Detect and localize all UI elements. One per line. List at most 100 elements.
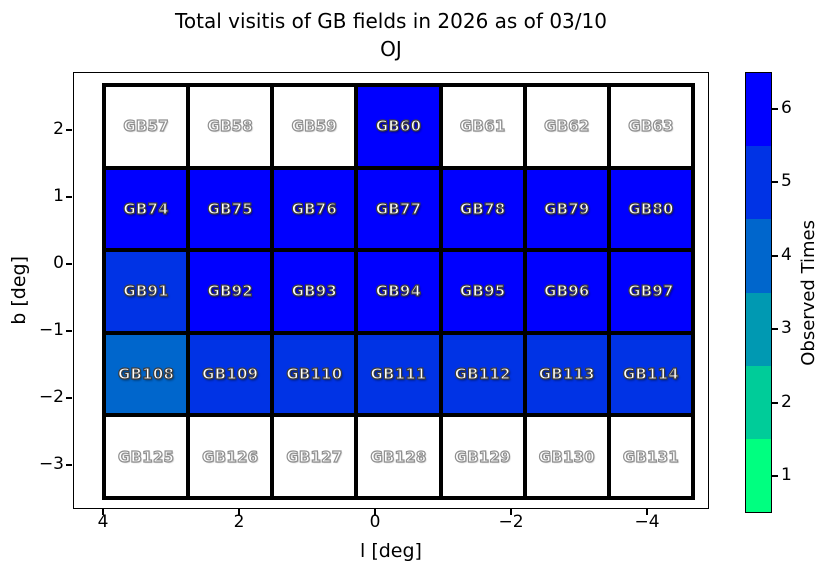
field-cell-GB130: GB130 <box>524 415 609 498</box>
x-tick-mark <box>102 509 104 515</box>
field-cell-GB61: GB61 <box>440 85 525 168</box>
field-label: GB129 <box>454 447 511 466</box>
field-cell-GB62: GB62 <box>524 85 609 168</box>
field-label: GB110 <box>286 364 343 384</box>
colorbar-tick-label: 2 <box>781 391 792 412</box>
field-label: GB62 <box>543 117 590 136</box>
colorbar-tick-label: 5 <box>781 171 792 192</box>
x-tick-mark <box>646 509 648 515</box>
y-axis-label-wrap: b [deg] <box>6 72 32 509</box>
field-cell-GB60: GB60 <box>356 85 441 168</box>
x-tick-label: 4 <box>97 512 109 532</box>
y-tick-mark <box>66 129 72 131</box>
y-tick-mark <box>66 464 72 466</box>
field-cell-GB126: GB126 <box>188 415 273 498</box>
colorbar-segment <box>746 438 771 513</box>
colorbar-segment <box>746 146 771 220</box>
field-cell-GB94: GB94 <box>356 250 441 333</box>
field-label: GB125 <box>117 447 175 466</box>
field-cell-GB113: GB113 <box>524 332 609 416</box>
y-tick-label: −3 <box>38 454 64 474</box>
colorbar-tick-mark <box>772 401 778 404</box>
field-label: GB111 <box>370 364 427 384</box>
y-tick-label: 2 <box>53 119 64 139</box>
field-cell-GB131: GB131 <box>608 415 693 498</box>
colorbar-segment <box>746 365 771 439</box>
field-cell-GB58: GB58 <box>188 85 273 168</box>
field-cell-GB114: GB114 <box>608 332 693 416</box>
field-label: GB60 <box>375 117 422 136</box>
field-label: GB58 <box>207 117 253 136</box>
field-cell-GB63: GB63 <box>608 85 693 168</box>
x-tick-mark <box>238 509 240 515</box>
y-tick-label: −2 <box>38 387 64 407</box>
field-label: GB57 <box>123 117 169 136</box>
field-label: GB63 <box>628 117 674 136</box>
field-cell-GB57: GB57 <box>104 85 189 168</box>
field-cell-GB79: GB79 <box>524 167 609 251</box>
x-axis-label: l [deg] <box>360 540 422 562</box>
field-cell-GB109: GB109 <box>188 332 273 416</box>
field-cell-GB112: GB112 <box>440 332 525 416</box>
field-cell-GB78: GB78 <box>440 167 525 251</box>
colorbar-tick-label: 3 <box>781 318 792 339</box>
field-cell-GB110: GB110 <box>272 332 357 416</box>
colorbar-tick-label: 1 <box>781 465 792 486</box>
field-cell-GB127: GB127 <box>272 415 357 498</box>
field-label: GB114 <box>622 364 679 384</box>
field-label: GB92 <box>207 282 253 301</box>
colorbar-tick-mark <box>772 475 778 478</box>
chart-title: Total visitis of GB fields in 2026 as of… <box>73 7 709 63</box>
field-label: GB126 <box>202 447 259 466</box>
field-label: GB77 <box>375 199 422 218</box>
x-tick-label: −2 <box>498 512 524 532</box>
y-tick-label: −1 <box>38 320 64 340</box>
field-label: GB78 <box>459 199 506 218</box>
field-label: GB91 <box>123 282 169 301</box>
field-cell-GB129: GB129 <box>440 415 525 498</box>
field-label: GB130 <box>538 447 595 466</box>
field-label: GB113 <box>538 364 595 384</box>
x-tick-label: 0 <box>369 512 381 532</box>
y-tick-label: 0 <box>53 253 64 273</box>
field-cell-GB95: GB95 <box>440 250 525 333</box>
x-tick-mark <box>510 509 512 515</box>
colorbar-tick-mark <box>772 181 778 184</box>
field-label: GB93 <box>291 282 338 301</box>
y-tick-mark <box>66 397 72 399</box>
x-tick-label: 2 <box>233 512 245 532</box>
field-cell-GB108: GB108 <box>104 332 189 416</box>
field-cell-GB80: GB80 <box>608 167 693 251</box>
colorbar-tick-mark <box>772 328 778 331</box>
field-cell-GB91: GB91 <box>104 250 189 333</box>
field-cell-GB59: GB59 <box>272 85 357 168</box>
y-tick-mark <box>66 196 72 198</box>
field-label: GB75 <box>207 199 253 218</box>
colorbar-segment <box>746 219 771 293</box>
field-label: GB112 <box>454 364 511 384</box>
x-tick-label: −4 <box>634 512 660 532</box>
field-label: GB109 <box>202 364 259 384</box>
colorbar <box>745 72 772 513</box>
field-cell-GB125: GB125 <box>104 415 189 498</box>
field-label: GB127 <box>286 447 343 466</box>
field-grid: GB57 GB58 GB59 GB60 GB61 GB62 GB63 GB74 GB75 GB76… <box>102 83 695 500</box>
colorbar-tick-mark <box>772 107 778 110</box>
colorbar-segment <box>746 292 771 366</box>
field-label: GB95 <box>459 282 506 301</box>
field-cell-GB74: GB74 <box>104 167 189 251</box>
field-cell-GB75: GB75 <box>188 167 273 251</box>
y-tick-mark <box>66 330 72 332</box>
field-cell-GB96: GB96 <box>524 250 609 333</box>
field-label: GB96 <box>543 282 590 301</box>
field-label: GB74 <box>123 199 169 218</box>
field-label: GB128 <box>370 447 427 466</box>
colorbar-tick-mark <box>772 254 778 257</box>
field-cell-GB128: GB128 <box>356 415 441 498</box>
field-label: GB61 <box>459 117 506 136</box>
colorbar-tick-label: 6 <box>781 97 792 118</box>
field-label: GB131 <box>622 447 679 466</box>
field-label: GB97 <box>628 282 674 301</box>
colorbar-label: Observed Times <box>797 219 819 366</box>
field-label: GB59 <box>291 117 338 136</box>
